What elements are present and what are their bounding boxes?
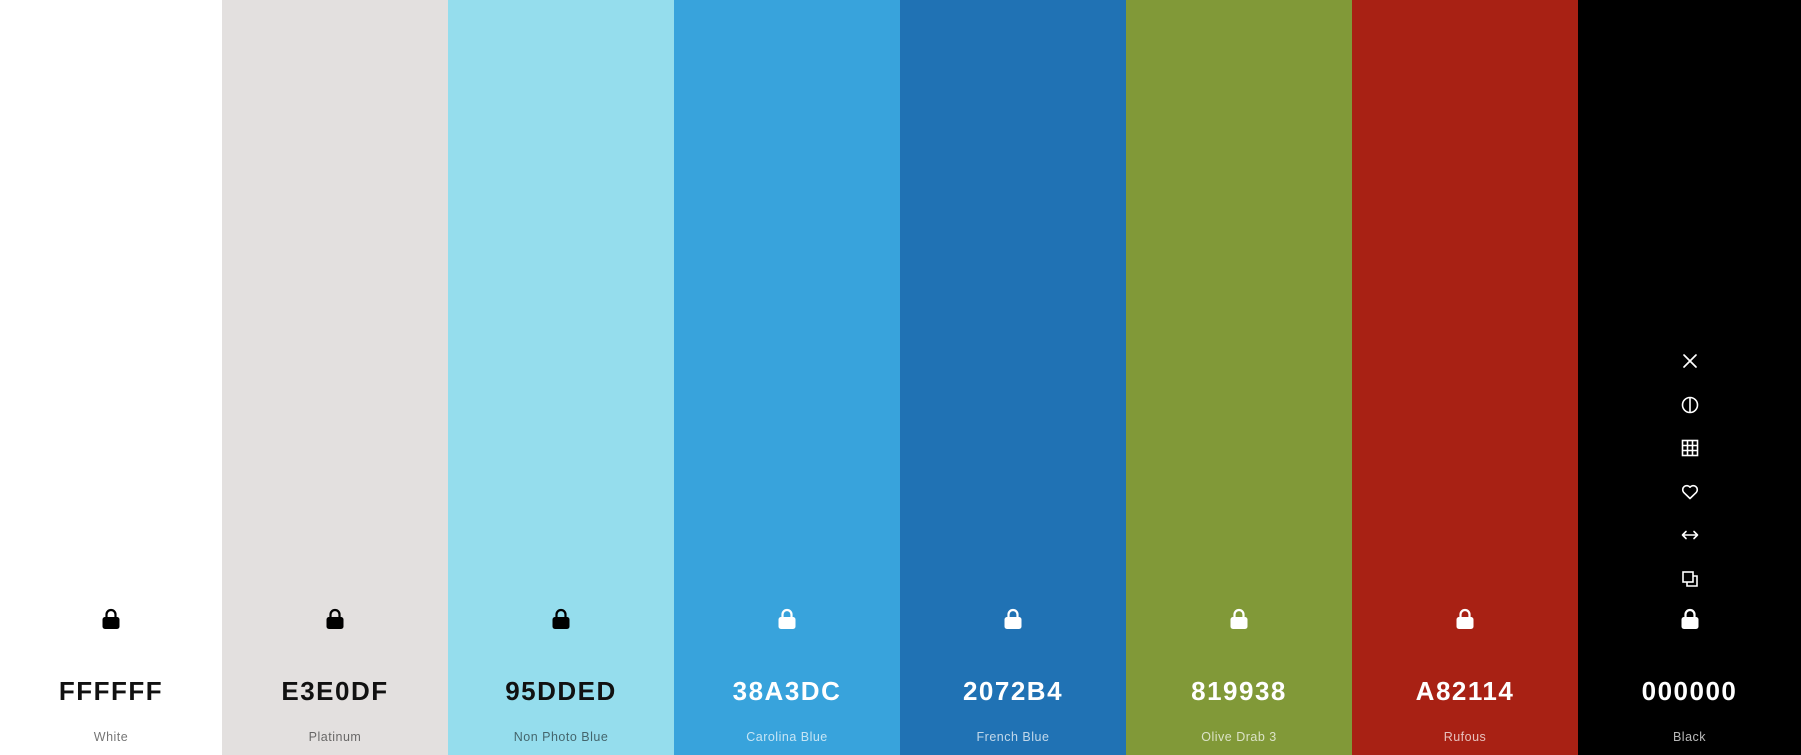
- lock-button[interactable]: [1126, 604, 1352, 634]
- color-swatch-non-photo-blue[interactable]: 95DDED Non Photo Blue: [448, 0, 674, 755]
- lock-icon: [778, 608, 796, 629]
- lock-button[interactable]: [1352, 604, 1578, 634]
- color-swatch-rufous[interactable]: A82114 Rufous: [1352, 0, 1578, 755]
- color-name[interactable]: Black: [1672, 730, 1707, 744]
- hex-code[interactable]: A82114: [1415, 676, 1515, 706]
- lock-icon: [326, 608, 344, 629]
- grid-icon: [1681, 439, 1698, 457]
- lock-icon: [552, 608, 570, 629]
- lock-icon: [1004, 608, 1022, 629]
- lock-icon: [102, 608, 120, 629]
- remove-color-button[interactable]: [1673, 344, 1707, 378]
- lock-icon: [1230, 608, 1248, 629]
- color-swatch-olive-drab-3[interactable]: 819938 Olive Drab 3: [1126, 0, 1352, 755]
- color-name[interactable]: Non Photo Blue: [513, 730, 609, 744]
- color-swatch-french-blue[interactable]: 2072B4 French Blue: [900, 0, 1126, 755]
- view-grid-button[interactable]: [1673, 431, 1707, 465]
- color-swatch-black[interactable]: 000000 Black: [1578, 0, 1801, 755]
- contrast-icon: [1681, 396, 1698, 413]
- hex-code[interactable]: E3E0DF: [281, 676, 389, 706]
- lock-button[interactable]: [900, 604, 1126, 634]
- hex-code[interactable]: 2072B4: [962, 676, 1064, 706]
- color-name[interactable]: Olive Drab 3: [1201, 730, 1277, 744]
- color-name[interactable]: White: [93, 730, 129, 744]
- heart-icon: [1681, 484, 1698, 499]
- lock-button[interactable]: [674, 604, 900, 634]
- hex-code[interactable]: FFFFFF: [58, 676, 164, 706]
- swatch-toolbar: [1578, 344, 1801, 605]
- color-swatch-white[interactable]: FFFFFF White: [0, 0, 222, 755]
- color-name[interactable]: Platinum: [308, 730, 362, 744]
- color-swatch-platinum[interactable]: E3E0DF Platinum: [222, 0, 448, 755]
- arrows-horizontal-icon: [1681, 530, 1698, 540]
- color-name[interactable]: French Blue: [976, 730, 1050, 744]
- hex-code[interactable]: 95DDED: [505, 676, 617, 706]
- lock-button[interactable]: [0, 604, 222, 634]
- hex-code[interactable]: 38A3DC: [732, 676, 842, 706]
- color-swatch-carolina-blue[interactable]: 38A3DC Carolina Blue: [674, 0, 900, 755]
- color-name[interactable]: Rufous: [1443, 730, 1487, 744]
- color-name[interactable]: Carolina Blue: [746, 730, 828, 744]
- lock-icon: [1456, 608, 1474, 629]
- close-icon: [1682, 354, 1697, 368]
- hex-code[interactable]: 000000: [1641, 676, 1738, 706]
- drag-color-button[interactable]: [1673, 518, 1707, 552]
- save-color-button[interactable]: [1673, 475, 1707, 509]
- lock-button[interactable]: [448, 604, 674, 634]
- lock-button[interactable]: [222, 604, 448, 634]
- lock-button[interactable]: [1578, 604, 1801, 634]
- view-shades-button[interactable]: [1673, 388, 1707, 422]
- lock-icon: [1681, 608, 1698, 629]
- copy-color-button[interactable]: [1673, 562, 1707, 596]
- hex-code[interactable]: 819938: [1191, 676, 1287, 706]
- copy-icon: [1681, 570, 1698, 587]
